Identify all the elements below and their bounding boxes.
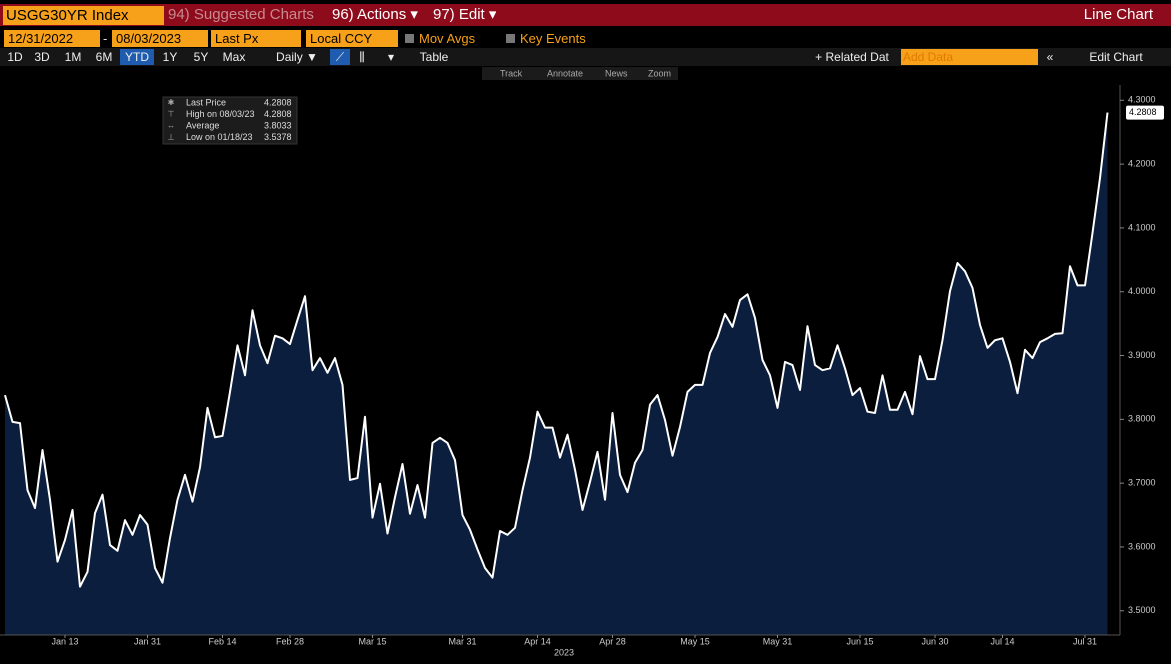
stats-legend: ✱ Last Price 4.2808 ⊤ High on 08/03/23 4.2808… [162,96,298,145]
dropdown[interactable]: ▾ [384,49,398,65]
y-tick-label: 4.0000 [1128,286,1156,296]
stats-icon: ↔ [167,121,175,130]
toggle[interactable]: Key Events [506,29,586,48]
add-data[interactable]: Add Data [901,49,1038,65]
stats-value: 3.5378 [264,132,292,142]
title-bar: USGG30YR Index 94) Suggested Charts 96) … [0,4,1171,26]
x-tick-label: Apr 14 [524,636,551,646]
stats-label: Last Price [186,97,226,107]
settings-bar: 12/31/2022 - 08/03/2023 Last Px Local CC… [0,29,1171,48]
period-button[interactable]: YTD [120,49,154,65]
period-button[interactable]: 1D [4,49,26,65]
x-tick-label: Jul 31 [1073,636,1097,646]
stats-icon: ⊥ [168,133,175,142]
currency-select[interactable]: Local CCY [306,30,398,47]
date-separator: - [103,31,108,46]
menu[interactable]: 94) Suggested Charts [168,6,314,23]
toolbar: Daily ▼ ⟋ ⫼ ▾ Table + Related Dat Add Da… [0,48,1171,66]
tool-button[interactable]: Track [500,68,523,78]
stats-box [162,96,298,145]
related-data[interactable]: + Related Dat [810,49,894,65]
stats-icon: ⊤ [168,110,175,119]
period-button[interactable]: 1Y [155,49,185,65]
toggle[interactable]: Mov Avgs [405,29,475,48]
y-tick-label: 3.7000 [1128,478,1156,488]
price-line [4,112,1109,588]
x-tick-label: Jun 15 [846,636,873,646]
period-button[interactable]: 6M [89,49,119,65]
x-tick-label: Feb 28 [276,636,304,646]
y-tick-label: 3.8000 [1128,414,1156,424]
last-value-tag [1126,105,1164,120]
chart: Track Annotate News Zoom 3.5000 3.6000 3.7000 3… [0,66,1171,664]
x-tick-label: Feb 14 [208,636,236,646]
tool-button[interactable]: Zoom [648,68,671,78]
x-tick-label: Jul 14 [990,636,1014,646]
y-tick-label: 4.3000 [1128,95,1156,105]
x-tick-label: May 31 [763,636,793,646]
x-tick-label: Jan 31 [134,636,161,646]
stats-icon: ✱ [168,98,175,107]
menu[interactable]: 97) Edit ▾ [433,6,497,23]
field-select[interactable]: Last Px [211,30,301,47]
period-button[interactable]: 3D [27,49,57,65]
y-tick-label: 4.1000 [1128,222,1156,232]
end-date[interactable]: 08/03/2023 [112,30,208,47]
edit-chart[interactable]: Edit Chart [1064,49,1168,65]
x-tick-label: May 15 [680,636,710,646]
x-tick-label: Jan 13 [51,636,78,646]
x-tick-label: Mar 15 [358,636,386,646]
stats-label: High on 08/03/23 [186,109,255,119]
start-date[interactable]: 12/31/2022 [4,30,100,47]
bar-icon[interactable]: ⫼ [354,49,370,65]
x-axis-label: 2023 [554,647,574,657]
stats-label: Low on 01/18/23 [186,132,253,142]
y-tick-label: 4.2000 [1128,158,1156,168]
x-tick-label: Apr 28 [599,636,626,646]
y-tick-label: 3.9000 [1128,350,1156,360]
stats-label: Average [186,120,219,130]
area-fill [5,112,1108,636]
tool-button[interactable]: Annotate [547,68,583,78]
period-button[interactable]: 5Y [186,49,216,65]
period-button[interactable]: Max [217,49,251,65]
chart-kind: Line Chart [1083,6,1153,23]
y-tick-label: 3.6000 [1128,541,1156,551]
line-icon[interactable]: ⟋ [330,49,350,65]
x-tick-label: Mar 31 [448,636,476,646]
menu[interactable]: 96) Actions ▾ [332,6,418,23]
x-tick-label: Jun 30 [921,636,948,646]
tool-strip [482,67,678,80]
period-button[interactable]: 1M [58,49,88,65]
stats-value: 4.2808 [264,97,292,107]
tool-button[interactable]: News [605,68,628,78]
y-tick-label: 3.5000 [1128,605,1156,615]
stats-value: 4.2808 [264,109,292,119]
collapse[interactable]: « [1042,49,1058,65]
last-value-label: 4.2808 [1129,107,1157,117]
frequency[interactable]: Daily ▼ [270,49,324,65]
ticker-field[interactable]: USGG30YR Index [3,6,164,25]
stats-value: 3.8033 [264,120,292,130]
table-button[interactable]: Table [410,49,458,65]
